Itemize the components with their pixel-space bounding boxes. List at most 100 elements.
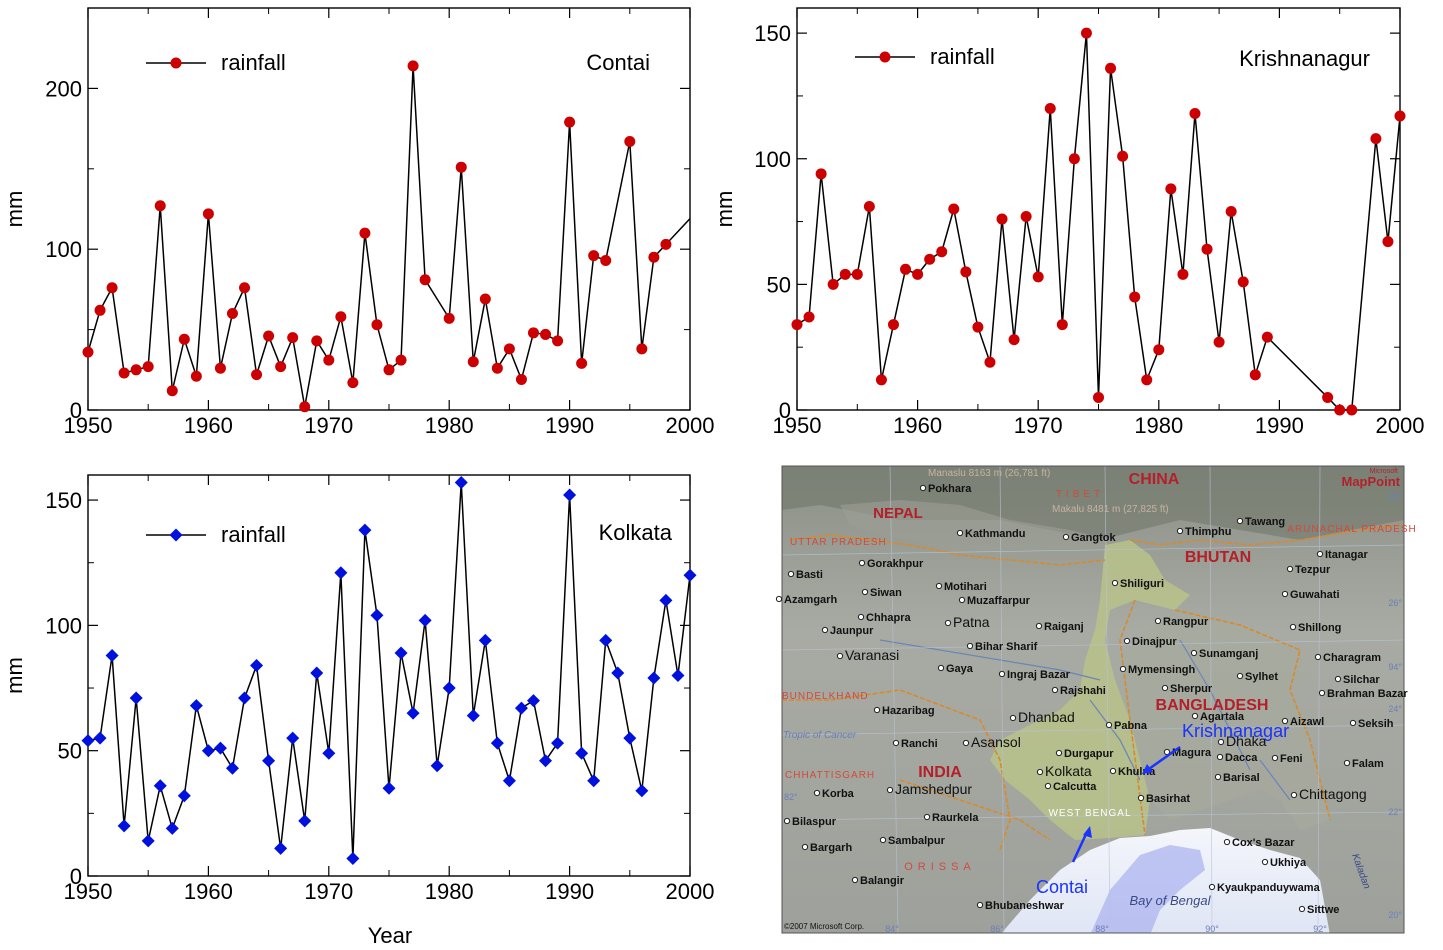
annotation-krishnanagar: Krishnanagar — [1182, 721, 1289, 741]
chart-krishnanagur: 1950 1960 1970 1980 1990 2000 0 50 100 150 mm rainf… — [712, 7, 1424, 438]
data-point — [455, 161, 467, 173]
x-tick-label: 1970 — [304, 413, 353, 438]
city-label: Varanasi — [845, 647, 899, 663]
y-tick-label: 0 — [70, 864, 82, 889]
y-tick-label: 200 — [45, 76, 82, 101]
y-tick-label: 150 — [754, 21, 791, 46]
data-point — [274, 841, 288, 855]
data-point — [370, 608, 384, 622]
city-marker — [1035, 622, 1043, 630]
data-point — [1370, 133, 1382, 145]
city-label: Raiganj — [1044, 621, 1084, 633]
data-point — [466, 709, 480, 723]
city-label: Bhubaneshwar — [985, 900, 1065, 912]
city-label: Calcutta — [1053, 781, 1097, 793]
city-marker — [787, 570, 795, 578]
city-label: Bargarh — [810, 842, 852, 854]
city-marker — [919, 484, 927, 492]
y-tick-label: 100 — [45, 237, 82, 262]
border-lines — [782, 524, 1404, 851]
x-tick-label: 1980 — [425, 879, 474, 904]
data-point — [490, 736, 504, 750]
city-marker — [1236, 517, 1244, 525]
data-point — [587, 774, 601, 788]
city-marker — [775, 595, 783, 603]
data-point — [250, 658, 264, 672]
data-point — [201, 744, 215, 758]
city-marker — [1191, 712, 1199, 720]
city-marker — [976, 901, 984, 909]
data-point — [225, 761, 239, 775]
city-marker — [1290, 791, 1298, 799]
data-point — [624, 135, 636, 147]
city-marker — [1111, 579, 1119, 587]
city-label: Siwan — [870, 587, 902, 599]
city-marker — [944, 619, 952, 627]
x-tick-label: 1950 — [64, 879, 113, 904]
lat-label: 24° — [1388, 704, 1402, 714]
data-point — [382, 781, 396, 795]
data-point — [1129, 291, 1141, 303]
data-point — [1394, 110, 1406, 122]
legend-label: rainfall — [930, 44, 995, 69]
city-label: Gaya — [946, 663, 974, 675]
y-tick-label: 0 — [70, 398, 82, 423]
data-point — [81, 734, 95, 748]
legend-label: rainfall — [221, 50, 286, 75]
city-marker — [998, 670, 1006, 678]
region-label: TIBET — [1056, 489, 1104, 500]
city-label: Dhanbad — [1018, 709, 1075, 725]
data-point — [491, 362, 503, 374]
data-point — [94, 304, 106, 316]
city-label: Thimphu — [1185, 526, 1231, 538]
data-point — [1346, 404, 1358, 416]
city-marker — [1154, 617, 1162, 625]
data-point — [551, 736, 565, 750]
data-point — [1105, 62, 1117, 74]
city-label: Dhaka — [1226, 733, 1267, 749]
data-point — [647, 671, 661, 685]
data-point — [1382, 236, 1394, 248]
x-tick-label: 1970 — [1014, 413, 1063, 438]
grid-lines — [782, 466, 1404, 933]
city-label: Seksih — [1358, 718, 1394, 730]
data-point — [1117, 150, 1129, 162]
city-label: Muzaffarpur — [967, 595, 1031, 607]
city-marker — [1343, 759, 1351, 767]
sea-shallow — [1090, 845, 1205, 933]
y-tick-label: 100 — [754, 147, 791, 172]
data-point — [683, 568, 697, 582]
city-label: Silchar — [1343, 674, 1380, 686]
city-label: Chittagong — [1299, 786, 1367, 802]
city-marker — [958, 596, 966, 604]
city-marker — [962, 739, 970, 747]
map-frame — [781, 465, 1405, 934]
city-marker — [857, 613, 865, 621]
brand-small-label: Microsoft — [1370, 468, 1398, 475]
city-marker — [1123, 637, 1131, 645]
annotation-arrow — [1145, 745, 1181, 773]
city-marker — [1271, 754, 1279, 762]
x-tick-label: 1950 — [64, 413, 113, 438]
data-point — [310, 666, 324, 680]
data-point — [177, 789, 191, 803]
chart-kolkata: 1950 1960 1970 1980 1990 2000 0 50 100 150 mm Year r… — [2, 474, 714, 948]
plot-frame — [87, 474, 691, 877]
city-label: Durgapur — [1064, 748, 1114, 760]
data-point — [936, 246, 948, 258]
data-point — [142, 361, 154, 373]
lon-label: 84° — [885, 924, 899, 934]
x-tick-label: 1990 — [1255, 413, 1304, 438]
data-point — [851, 268, 863, 280]
city-label: Korba — [822, 788, 855, 800]
data-point — [803, 311, 815, 323]
lon-label-right: 94° — [1388, 662, 1402, 672]
city-label: Patna — [953, 614, 990, 630]
data-point — [394, 646, 408, 660]
city-marker — [923, 813, 931, 821]
legend-marker — [169, 528, 183, 542]
data-point — [564, 116, 576, 128]
data-point — [443, 312, 455, 324]
brand-label: MapPoint — [1342, 474, 1401, 489]
region-label: ORISSA — [904, 861, 976, 873]
